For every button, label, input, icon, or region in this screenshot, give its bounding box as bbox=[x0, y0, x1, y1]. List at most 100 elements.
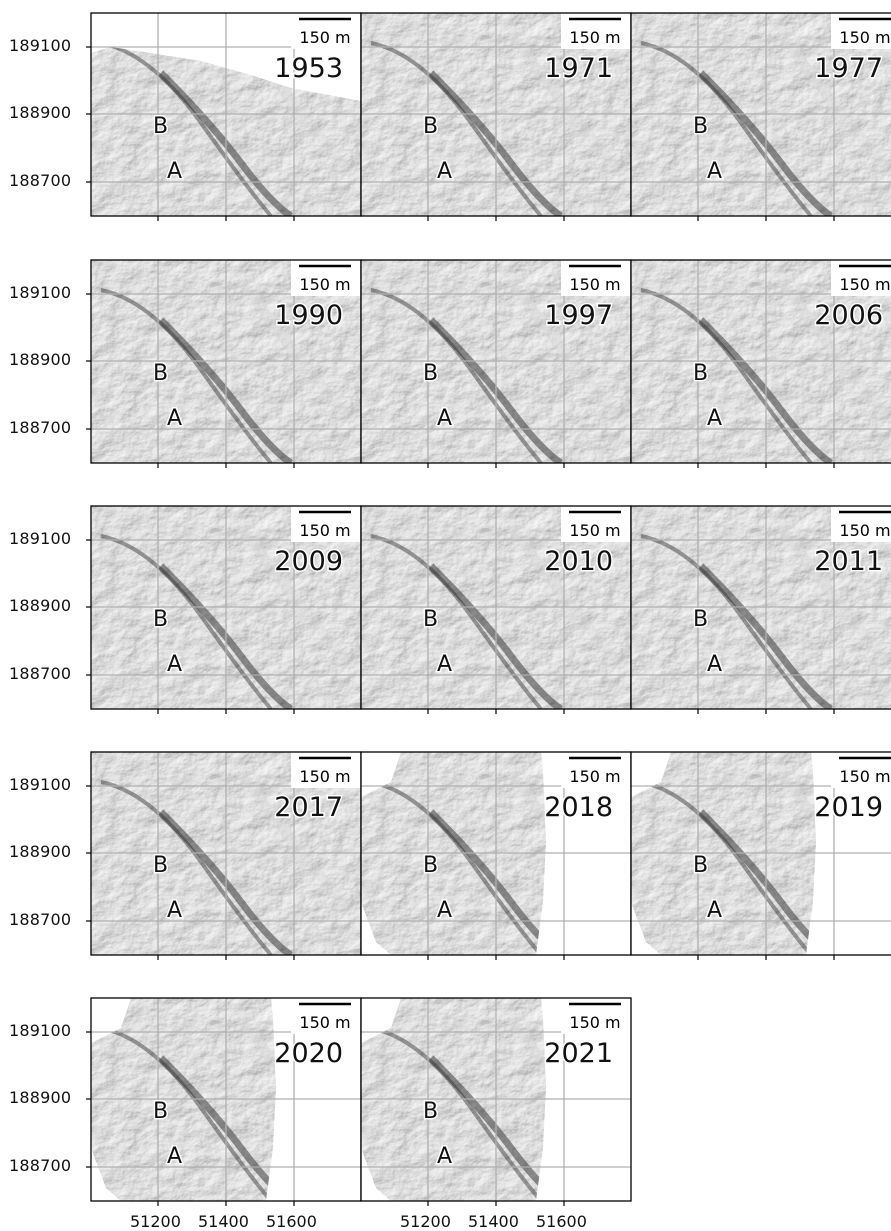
panel-1997: 150 m 1997 BA bbox=[360, 259, 632, 468]
y-tick-label: 189100 bbox=[9, 529, 72, 548]
scale-bar-label: 150 m bbox=[569, 767, 620, 786]
terrain-ridge bbox=[428, 317, 563, 463]
y-tick-label: 188700 bbox=[9, 418, 72, 437]
terrain-gully bbox=[370, 534, 543, 709]
point-label-B: B bbox=[693, 607, 708, 632]
terrain-ridge bbox=[698, 317, 833, 463]
year-label: 2010 bbox=[544, 546, 613, 577]
y-tick-label: 188700 bbox=[9, 1156, 72, 1175]
year-label: 2011 bbox=[814, 546, 883, 577]
panel-2010: 150 m 2010 BA bbox=[360, 505, 632, 714]
point-label-B: B bbox=[423, 853, 438, 878]
point-label-A: A bbox=[437, 159, 452, 184]
y-tick-label: 188900 bbox=[9, 596, 72, 615]
x-tick-label: 51600 bbox=[536, 1212, 587, 1231]
terrain-ridge bbox=[428, 563, 563, 709]
terrain-gully bbox=[640, 534, 813, 709]
panel-1953: 150 m 1953 BA bbox=[86, 12, 362, 221]
year-label: 2020 bbox=[274, 1038, 343, 1069]
terrain-gully bbox=[640, 41, 813, 216]
no-data-area bbox=[361, 902, 391, 955]
scale-bar-label: 150 m bbox=[299, 275, 350, 294]
point-label-B: B bbox=[153, 607, 168, 632]
terrain-gully bbox=[370, 1026, 543, 1201]
terrain-ridge bbox=[158, 563, 293, 709]
scale-bar-label: 150 m bbox=[299, 767, 350, 786]
year-label: 2009 bbox=[274, 546, 343, 577]
point-label-A: A bbox=[707, 406, 722, 431]
year-label: 1953 bbox=[274, 53, 343, 84]
scale-bar-label: 150 m bbox=[299, 1013, 350, 1032]
terrain-gully bbox=[640, 780, 813, 955]
point-label-B: B bbox=[693, 114, 708, 139]
panel-1971: 150 m 1971 BA bbox=[360, 12, 632, 221]
point-label-B: B bbox=[153, 1099, 168, 1124]
point-label-A: A bbox=[437, 898, 452, 923]
scale-bar-label: 150 m bbox=[839, 28, 890, 47]
panel-1990: 150 m 1990 BA bbox=[86, 259, 362, 468]
no-data-area bbox=[91, 1148, 121, 1201]
panel-2020: 150 m 2020 BA bbox=[86, 997, 362, 1206]
year-label: 2017 bbox=[274, 792, 343, 823]
point-label-B: B bbox=[693, 361, 708, 386]
y-tick-label: 188700 bbox=[9, 910, 72, 929]
point-label-A: A bbox=[707, 898, 722, 923]
point-label-B: B bbox=[693, 853, 708, 878]
terrain-ridge bbox=[698, 563, 833, 709]
point-label-B: B bbox=[153, 361, 168, 386]
terrain-gully bbox=[100, 1026, 273, 1201]
year-label: 1990 bbox=[274, 300, 343, 331]
year-label: 2018 bbox=[544, 792, 613, 823]
y-tick-label: 189100 bbox=[9, 283, 72, 302]
panel-2018: 150 m 2018 BA bbox=[360, 751, 632, 960]
point-label-A: A bbox=[167, 898, 182, 923]
terrain-ridge bbox=[158, 70, 293, 216]
terrain-gully bbox=[100, 780, 273, 955]
y-tick-label: 189100 bbox=[9, 1021, 72, 1040]
year-label: 1997 bbox=[544, 300, 613, 331]
panel-2017: 150 m 2017 BA bbox=[86, 751, 362, 960]
panel-2019: 150 m 2019 BA bbox=[630, 751, 891, 960]
y-tick-label: 189100 bbox=[9, 36, 72, 55]
y-tick-label: 188900 bbox=[9, 1088, 72, 1107]
year-label: 2019 bbox=[814, 792, 883, 823]
point-label-B: B bbox=[423, 114, 438, 139]
x-tick-label: 51400 bbox=[468, 1212, 519, 1231]
point-label-A: A bbox=[167, 406, 182, 431]
scale-bar-label: 150 m bbox=[839, 521, 890, 540]
point-label-A: A bbox=[167, 159, 182, 184]
terrain-gully bbox=[100, 288, 273, 463]
terrain-gully bbox=[370, 41, 543, 216]
terrain-ridge bbox=[698, 70, 833, 216]
terrain-ridge bbox=[158, 317, 293, 463]
y-tick-label: 189100 bbox=[9, 775, 72, 794]
scale-bar-label: 150 m bbox=[299, 28, 350, 47]
x-tick-label: 51200 bbox=[400, 1212, 451, 1231]
point-label-A: A bbox=[707, 652, 722, 677]
scale-bar-label: 150 m bbox=[569, 1013, 620, 1032]
point-label-B: B bbox=[423, 361, 438, 386]
terrain-gully bbox=[370, 780, 543, 955]
scale-bar-label: 150 m bbox=[569, 28, 620, 47]
point-label-B: B bbox=[153, 114, 168, 139]
y-tick-label: 188900 bbox=[9, 842, 72, 861]
year-label: 1977 bbox=[814, 53, 883, 84]
point-label-B: B bbox=[153, 853, 168, 878]
y-tick-label: 188700 bbox=[9, 171, 72, 190]
panel-1977: 150 m 1977 BA bbox=[630, 12, 891, 221]
scale-bar-label: 150 m bbox=[569, 521, 620, 540]
panel-2006: 150 m 2006 BA bbox=[630, 259, 891, 468]
year-label: 2006 bbox=[814, 300, 883, 331]
no-data-area bbox=[361, 1148, 391, 1201]
year-label: 2021 bbox=[544, 1038, 613, 1069]
panel-2009: 150 m 2009 BA bbox=[86, 505, 362, 714]
panel-2011: 150 m 2011 BA bbox=[630, 505, 891, 714]
scale-bar-label: 150 m bbox=[839, 275, 890, 294]
x-tick-label: 51400 bbox=[198, 1212, 249, 1231]
terrain-ridge bbox=[158, 809, 293, 955]
point-label-A: A bbox=[437, 406, 452, 431]
year-label: 1971 bbox=[544, 53, 613, 84]
terrain-gully bbox=[100, 41, 273, 216]
point-label-A: A bbox=[437, 1144, 452, 1169]
